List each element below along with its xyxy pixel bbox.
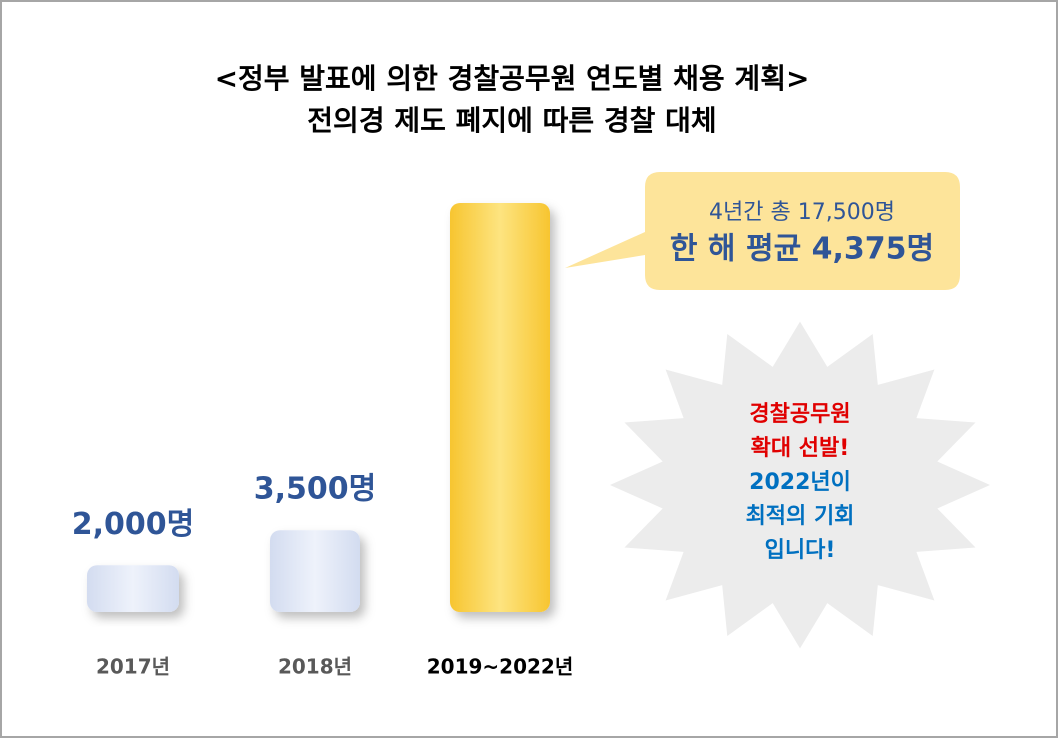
chart-subtitle: 전의경 제도 폐지에 따른 경찰 대체	[307, 104, 716, 137]
callout-box	[565, 172, 960, 290]
burst-text: 2022년이	[749, 470, 851, 495]
bar	[270, 530, 360, 612]
burst-text: 경찰공무원	[749, 402, 850, 427]
burst-text: 확대 선발!	[751, 436, 850, 461]
chart-title: <정부 발표에 의한 경찰공무원 연도별 채용 계획>	[215, 62, 810, 95]
x-tick-label: 2017년	[96, 655, 170, 679]
callout-text: 4년간 총 17,500명	[709, 200, 895, 225]
starburst	[610, 321, 990, 649]
x-tick-label: 2018년	[278, 655, 352, 679]
burst-text: 입니다!	[765, 538, 836, 563]
bar	[450, 203, 550, 612]
bar	[87, 565, 179, 612]
burst-text: 최적의 기회	[746, 504, 855, 529]
x-tick-label: 2019~2022년	[427, 655, 574, 679]
callout-text: 한 해 평균 4,375명	[670, 232, 934, 267]
data-label: 3,500명	[254, 472, 377, 507]
data-label: 2,000명	[72, 507, 195, 542]
